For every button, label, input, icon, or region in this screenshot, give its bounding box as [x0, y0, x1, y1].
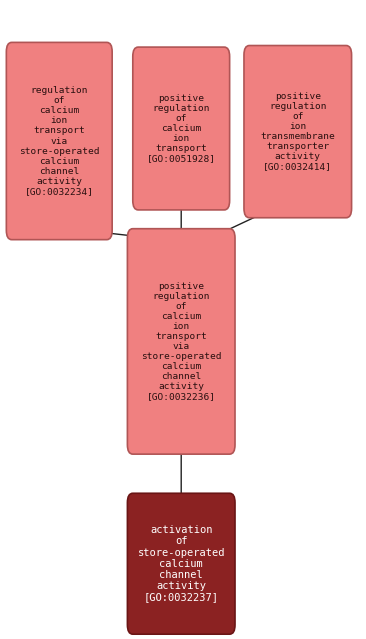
Text: positive
regulation
of
ion
transmembrane
transporter
activity
[GO:0032414]: positive regulation of ion transmembrane… — [260, 92, 335, 171]
FancyBboxPatch shape — [127, 493, 235, 634]
Text: positive
regulation
of
calcium
ion
transport
[GO:0051928]: positive regulation of calcium ion trans… — [147, 94, 216, 163]
Text: positive
regulation
of
calcium
ion
transport
via
store-operated
calcium
channel
: positive regulation of calcium ion trans… — [141, 282, 221, 401]
FancyBboxPatch shape — [133, 47, 229, 210]
FancyBboxPatch shape — [6, 42, 112, 240]
FancyBboxPatch shape — [127, 229, 235, 454]
Text: regulation
of
calcium
ion
transport
via
store-operated
calcium
channel
activity
: regulation of calcium ion transport via … — [19, 86, 100, 196]
FancyBboxPatch shape — [244, 45, 352, 218]
Text: activation
of
store-operated
calcium
channel
activity
[GO:0032237]: activation of store-operated calcium cha… — [138, 525, 225, 603]
